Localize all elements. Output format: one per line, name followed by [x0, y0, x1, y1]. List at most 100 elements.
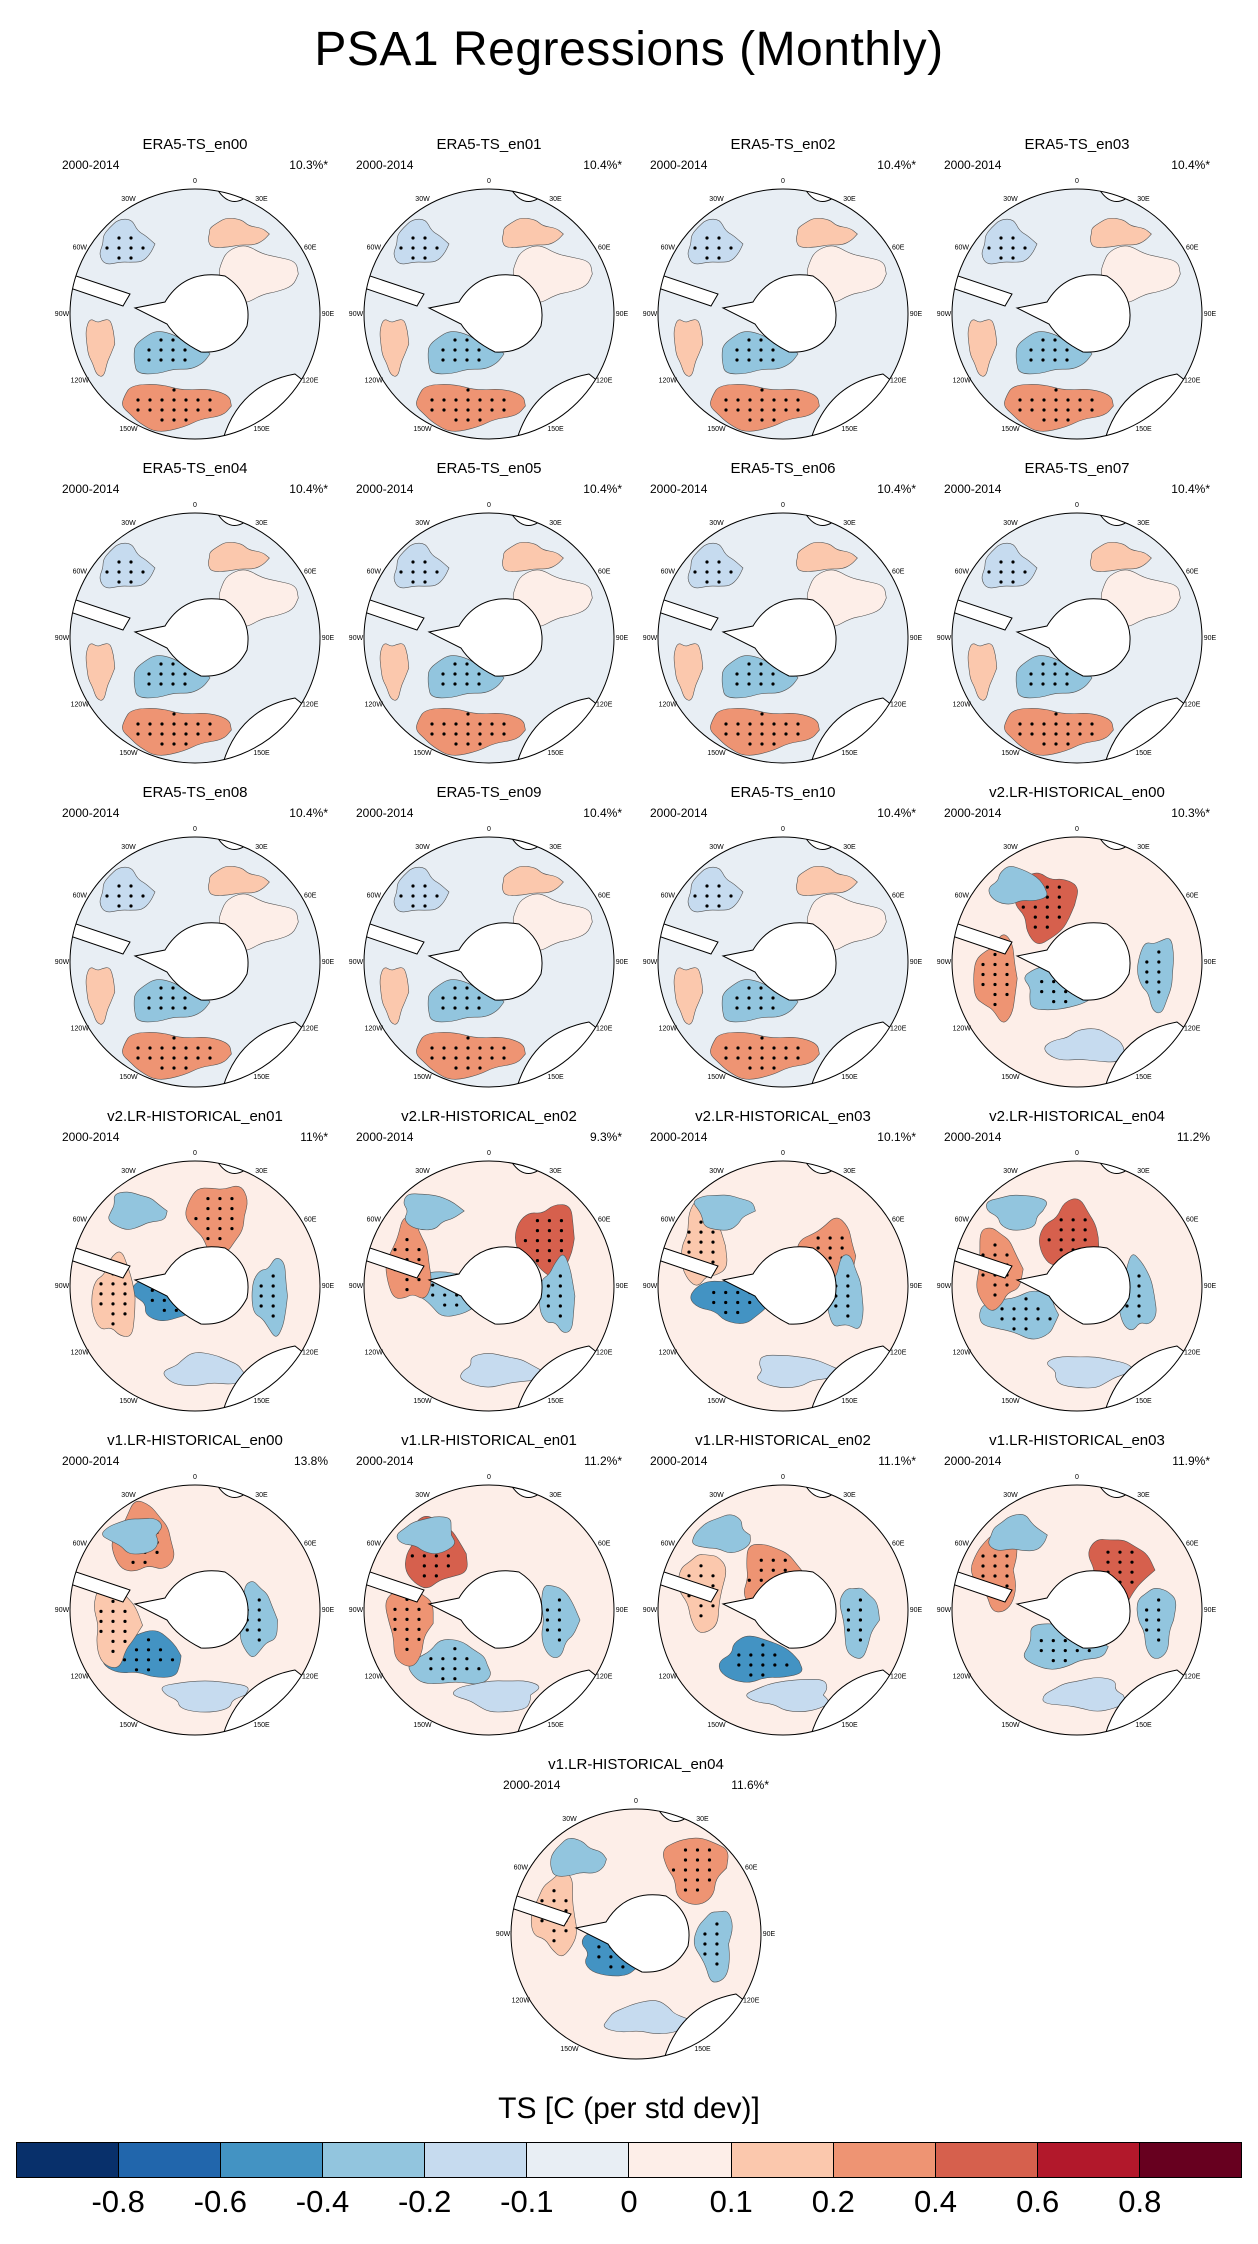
significance-stipple [1023, 246, 1027, 250]
colorbar-tick-label: -0.2 [397, 2184, 452, 2219]
south-america-landmass [658, 1245, 719, 1279]
longitude-label: 150W [707, 1722, 726, 1729]
south-america-landmass [70, 273, 131, 307]
colorbar-tick-label: -0.6 [193, 2184, 248, 2219]
significance-stipple [141, 246, 145, 250]
significance-stipple [707, 1868, 712, 1872]
anomaly-contour [416, 384, 526, 432]
longitude-label: 30W [415, 520, 430, 527]
panel-years: 2000-2014 [944, 482, 1002, 496]
significance-stipple [477, 1667, 481, 1671]
longitude-label: 60W [73, 1217, 88, 1224]
significance-stipple [717, 884, 721, 888]
anomaly-contour [108, 1191, 168, 1230]
significance-stipple [1090, 732, 1094, 736]
significance-stipple [1039, 1639, 1043, 1643]
significance-stipple [454, 1066, 458, 1070]
panel-years: 2000-2014 [944, 1454, 1002, 1468]
significance-stipple [828, 1256, 832, 1260]
longitude-label: 0 [634, 1798, 638, 1805]
significance-stipple [1078, 732, 1082, 736]
significance-stipple [796, 1046, 800, 1050]
significance-stipple [1066, 742, 1070, 746]
significance-stipple [760, 1046, 764, 1050]
significance-stipple [715, 1942, 719, 1946]
panel-years: 2000-2014 [356, 806, 414, 820]
significance-stipple [129, 570, 133, 574]
significance-stipple [1078, 408, 1082, 412]
anomaly-contour [1136, 1587, 1177, 1659]
significance-stipple [1048, 1317, 1052, 1321]
significance-stipple [172, 1046, 176, 1050]
significance-stipple [771, 348, 775, 352]
significance-stipple [148, 732, 152, 736]
anomaly-contour [393, 542, 450, 589]
significance-stipple [717, 236, 721, 240]
longitude-label: 120W [71, 378, 90, 385]
significance-stipple [535, 1219, 540, 1223]
longitude-label: 90W [937, 959, 952, 966]
map-boundary [363, 1484, 615, 1736]
significance-stipple [435, 570, 439, 574]
significance-stipple [141, 894, 145, 898]
significance-stipple [117, 560, 121, 564]
map-panel: ERA5-TS_en02 2000-2014 10.4%* 0 30E 60E 90E 120… [638, 136, 928, 440]
map-panel: ERA5-TS_en09 2000-2014 10.4%* 0 30E 60E 90E 120… [344, 784, 634, 1088]
longitude-label: 30E [549, 196, 562, 203]
significance-stipple [535, 1249, 540, 1253]
panel-variance-pct: 10.1%* [877, 1130, 916, 1144]
significance-stipple [442, 1046, 446, 1050]
significance-stipple [711, 1604, 715, 1608]
significance-stipple [759, 662, 763, 666]
significance-stipple [171, 338, 175, 342]
panel-years: 2000-2014 [62, 482, 120, 496]
longitude-label: 120E [302, 1674, 319, 1681]
significance-stipple [772, 1066, 776, 1070]
significance-stipple [478, 408, 482, 412]
longitude-label: 120W [71, 1350, 90, 1357]
longitude-label: 120E [302, 1350, 319, 1357]
significance-stipple [194, 1216, 198, 1221]
panel-years: 2000-2014 [62, 1130, 120, 1144]
significance-stipple [724, 398, 728, 402]
significance-stipple [1145, 1628, 1149, 1632]
significance-stipple [430, 1046, 434, 1050]
significance-stipple [748, 1300, 752, 1305]
significance-stipple [411, 570, 415, 574]
significance-stipple [417, 1258, 421, 1262]
longitude-label: 30E [549, 844, 562, 851]
significance-stipple [1041, 662, 1045, 666]
longitude-label: 120W [659, 702, 678, 709]
significance-stipple [423, 884, 427, 888]
significance-stipple [105, 570, 109, 574]
significance-stipple [1052, 980, 1056, 984]
significance-stipple [1057, 885, 1061, 889]
significance-stipple [540, 1899, 544, 1903]
significance-stipple [1041, 682, 1045, 686]
significance-stipple [208, 398, 212, 402]
significance-stipple [772, 1046, 776, 1050]
significance-stipple [687, 1574, 691, 1578]
significance-stipple [759, 996, 763, 1000]
longitude-label: 90W [55, 635, 70, 642]
significance-stipple [218, 1206, 222, 1211]
significance-stipple [454, 408, 458, 412]
longitude-label: 120E [890, 1350, 907, 1357]
significance-stipple [1059, 1248, 1063, 1252]
significance-stipple [993, 982, 997, 987]
significance-stipple [724, 1056, 728, 1060]
significance-stipple [465, 986, 469, 990]
anomaly-contour [981, 542, 1038, 589]
significance-stipple [245, 1628, 249, 1632]
significance-stipple [453, 986, 457, 990]
significance-stipple [1005, 1253, 1009, 1257]
significance-stipple [1045, 885, 1049, 889]
significance-stipple [993, 1574, 997, 1578]
significance-stipple [711, 1260, 715, 1264]
anomaly-contour [663, 1837, 729, 1905]
significance-stipple [442, 1056, 446, 1060]
significance-stipple [695, 1868, 700, 1872]
antarctica-landmass [133, 598, 249, 677]
significance-stipple [564, 1929, 568, 1933]
significance-stipple [423, 256, 427, 260]
